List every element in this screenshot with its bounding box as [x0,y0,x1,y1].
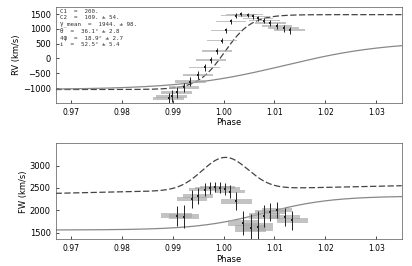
Bar [249,213,280,219]
Text: C1  =  200.
C2  =  109. ± 54.
γ_mean  =  1944. ± 98.
θ  =  36.1° ± 2.8
4φ  =  18: C1 = 200. C2 = 109. ± 54. γ_mean = 1944.… [60,9,137,47]
X-axis label: Phase: Phase [216,118,241,127]
Bar [221,199,252,203]
Bar [162,91,192,94]
Bar [249,20,280,21]
Bar [274,30,305,31]
Bar [221,15,252,16]
Bar [157,95,187,98]
Bar [262,25,292,27]
Bar [277,218,307,223]
Bar [216,21,246,22]
Bar [211,30,241,31]
Bar [190,188,220,192]
Bar [177,197,207,201]
Bar [226,14,257,15]
Bar [238,16,268,17]
Bar [169,214,199,219]
Bar [183,194,213,198]
Bar [235,225,266,232]
Bar [196,59,226,61]
Bar [269,215,300,219]
Bar [202,50,232,52]
Bar [153,97,184,100]
Bar [215,190,246,193]
Bar [162,213,192,218]
Bar [243,223,274,231]
Bar [255,210,286,214]
Bar [268,27,299,29]
Bar [194,186,225,189]
Bar [228,220,258,226]
Y-axis label: RV (km/s): RV (km/s) [12,35,21,75]
Bar [207,40,237,41]
Bar [175,81,206,82]
Bar [183,74,213,76]
Bar [190,66,220,68]
Bar [210,187,240,190]
X-axis label: Phase: Phase [216,255,241,264]
Bar [169,86,199,89]
Bar [200,186,230,188]
Bar [243,18,274,19]
Y-axis label: FW (km/s): FW (km/s) [19,170,28,213]
Bar [255,22,286,24]
Bar [233,14,263,15]
Bar [262,208,292,212]
Bar [205,186,235,189]
